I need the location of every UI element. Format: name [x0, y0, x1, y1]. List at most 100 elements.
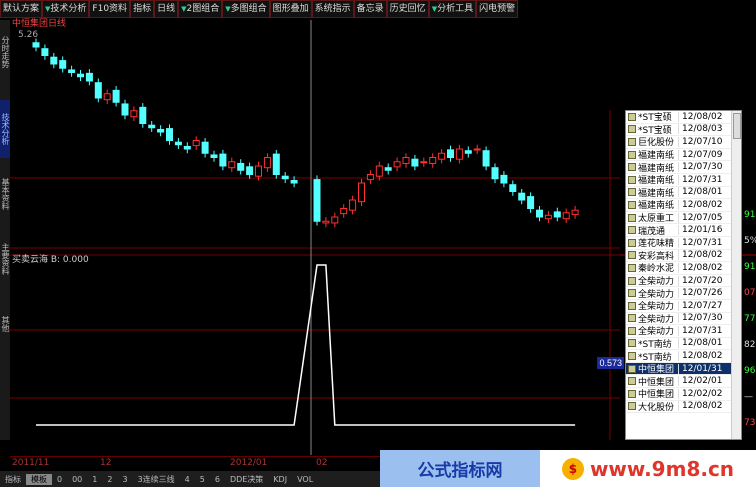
quote-value: 73	[744, 418, 756, 428]
bottom-tab[interactable]: 00	[72, 474, 83, 484]
indicator-value-tag: 0.573	[597, 357, 624, 369]
list-item[interactable]: 大化股份 12/08/02	[626, 401, 741, 414]
bottom-tab[interactable]: 模板	[26, 473, 52, 485]
signal-date: 12/08/03	[678, 124, 726, 135]
bottom-tab[interactable]: DDE决策	[229, 474, 264, 484]
candle-body	[455, 148, 463, 160]
candle-body	[148, 124, 156, 129]
left-tab[interactable]: 基本资料	[1, 178, 10, 210]
list-item[interactable]: 中恒集团 12/02/01	[626, 375, 741, 389]
dropdown-arrow-icon: ▼	[431, 5, 438, 13]
list-item[interactable]: 中恒集团 12/01/31	[626, 362, 741, 376]
stock-icon	[628, 137, 636, 146]
bottom-tab[interactable]: 2	[107, 474, 113, 484]
toolbar-button[interactable]: ▼技术分析	[42, 0, 90, 18]
stock-icon	[628, 301, 636, 310]
candle-body	[366, 174, 374, 181]
list-item[interactable]: 巨化股份 12/07/10	[626, 136, 741, 149]
stock-icon	[628, 314, 636, 323]
toolbar-button[interactable]: 图形叠加	[269, 0, 312, 18]
bottom-tab[interactable]: 0	[57, 474, 63, 484]
candle-body	[85, 72, 93, 82]
left-tab[interactable]: 主要资料	[1, 243, 10, 275]
list-item[interactable]: 福建南纸 12/07/31	[626, 174, 741, 187]
candle-body	[553, 211, 561, 218]
toolbar-button[interactable]: F10资料	[89, 0, 131, 18]
toolbar-button[interactable]: ▼多图组合	[222, 0, 270, 18]
stock-icon	[628, 238, 636, 247]
stock-list-popup[interactable]: *ST宝硕 12/08/02 *ST宝硕 12/08/03 巨化股份 12/07/10 福建…	[625, 110, 742, 440]
left-tab[interactable]: 分时走势	[1, 36, 10, 68]
list-item[interactable]: 瑞茂通 12/01/16	[626, 224, 741, 237]
bottom-tab[interactable]: 3	[122, 474, 128, 484]
list-item[interactable]: 太原重工 12/07/05	[626, 212, 741, 225]
scroll-thumb[interactable]	[733, 113, 741, 139]
list-item[interactable]: *ST宝硕 12/08/02	[626, 111, 741, 124]
list-item[interactable]: 安彩高科 12/08/02	[626, 250, 741, 263]
list-item[interactable]: *ST南纺 12/08/02	[626, 350, 741, 363]
list-item[interactable]: 秦岭水泥 12/08/02	[626, 262, 741, 275]
date-label: 2012/01	[230, 458, 268, 468]
list-item[interactable]: *ST南纺 12/08/01	[626, 338, 741, 351]
toolbar-button[interactable]: 历史回忆	[386, 0, 429, 18]
bottom-tab[interactable]: VOL	[297, 474, 314, 484]
toolbar-button[interactable]: ▼2图组合	[178, 0, 223, 18]
candle-body	[527, 196, 535, 210]
bottom-tab[interactable]: 3连续三线	[137, 474, 175, 484]
signal-date: 12/02/02	[678, 388, 726, 399]
toolbar-button[interactable]: 默认方案	[0, 0, 43, 18]
stock-name: 安彩高科	[638, 251, 675, 262]
list-item[interactable]: 中恒集团 12/02/02	[626, 388, 741, 401]
toolbar-button-label: 备忘录	[356, 4, 384, 14]
quote-value: 77	[744, 314, 756, 324]
stock-name: 巨化股份	[638, 138, 675, 149]
toolbar-button[interactable]: 日线	[154, 0, 179, 18]
toolbar-button[interactable]: 系统指示	[311, 0, 354, 18]
stock-icon	[628, 188, 636, 197]
bottom-tab[interactable]: 5	[199, 474, 205, 484]
date-label: 02	[316, 458, 328, 468]
price-high-label: 5.26	[18, 30, 39, 40]
candle-body	[281, 175, 289, 180]
signal-date: 12/07/30	[678, 162, 726, 173]
list-item[interactable]: 全柴动力 12/07/30	[626, 313, 741, 326]
left-tab[interactable]: 技术分析	[0, 100, 10, 158]
list-item[interactable]: 全柴动力 12/07/27	[626, 300, 741, 313]
bottom-tab[interactable]: 4	[184, 474, 190, 484]
list-item[interactable]: 福建南纸 12/07/30	[626, 161, 741, 174]
toolbar-button[interactable]: ▼分析工具	[428, 0, 477, 18]
candle-body	[219, 153, 227, 167]
list-item[interactable]: 福建南纸 12/07/09	[626, 149, 741, 162]
bottom-tab[interactable]: 指标	[5, 474, 21, 484]
candle-body	[340, 208, 348, 215]
stock-icon	[628, 326, 636, 335]
list-item[interactable]: *ST宝硕 12/08/03	[626, 124, 741, 137]
left-tab[interactable]: 其他	[1, 316, 10, 332]
toolbar-button[interactable]: 闪电预警	[476, 0, 519, 18]
list-item[interactable]: 福建南纸 12/08/01	[626, 187, 741, 200]
list-item[interactable]: 福建南纸 12/08/02	[626, 199, 741, 212]
bottom-tab[interactable]: KDJ	[273, 474, 288, 484]
bottom-tab[interactable]: 1	[92, 474, 98, 484]
signal-date: 12/08/02	[678, 111, 726, 122]
signal-date: 12/08/02	[678, 351, 726, 362]
list-item[interactable]: 全柴动力 12/07/20	[626, 275, 741, 288]
quote-value: 91	[744, 262, 756, 272]
toolbar-button[interactable]: 备忘录	[353, 0, 387, 18]
list-item[interactable]: 全柴动力 12/07/26	[626, 287, 741, 300]
signal-date: 12/08/02	[678, 262, 726, 273]
candle-body	[130, 110, 138, 118]
indicator-tab-bar: 指标 模板 0 00 1 2 3 3连续三线 4 5 6 DDE决策 KDJ VOL	[0, 471, 380, 487]
list-item[interactable]: 全柴动力 12/07/31	[626, 325, 741, 338]
bottom-tab[interactable]: 6	[214, 474, 220, 484]
list-item[interactable]: 莲花味精 12/07/31	[626, 237, 741, 250]
signal-date: 12/08/02	[678, 250, 726, 261]
candle-body	[121, 103, 129, 116]
toolbar-button[interactable]: 指标	[130, 0, 155, 18]
candle-body	[255, 165, 262, 177]
signal-date: 12/07/10	[678, 136, 726, 147]
stock-icon	[628, 112, 636, 121]
candle-body	[237, 162, 245, 171]
scrollbar[interactable]	[731, 111, 741, 439]
